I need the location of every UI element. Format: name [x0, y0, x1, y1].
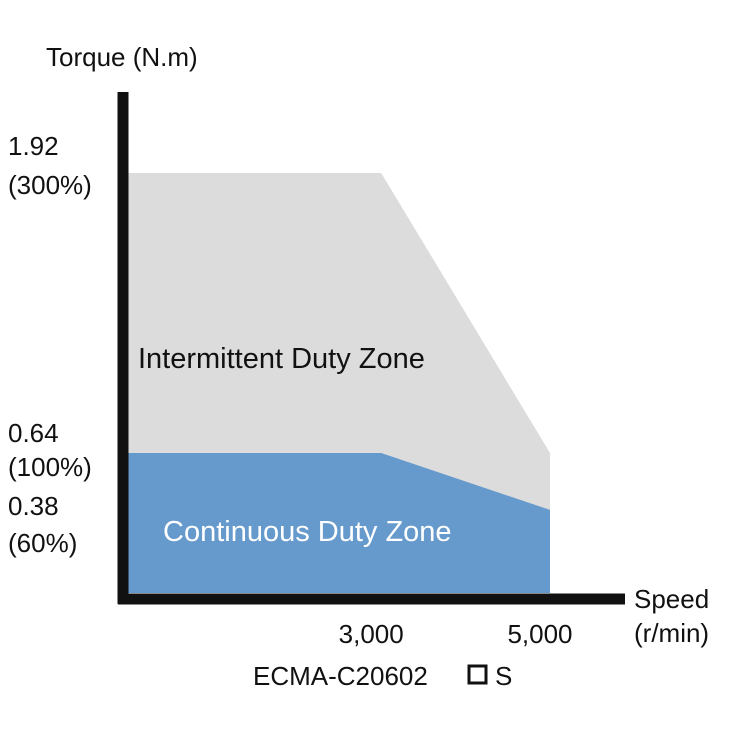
x-tick-label: 5,000: [507, 619, 572, 649]
y-tick-percent: (60%): [8, 528, 77, 558]
x-tick-label: 3,000: [339, 619, 404, 649]
y-tick-labels: 1.92 (300%) 0.64 (100%) 0.38 (60%): [8, 131, 92, 558]
y-tick-value: 1.92: [8, 131, 59, 161]
continuous-zone-label: Continuous Duty Zone: [163, 516, 452, 548]
y-tick-percent: (300%): [8, 170, 92, 200]
x-tick-labels: 3,000 5,000: [339, 619, 573, 649]
x-axis-title-line2: (r/min): [634, 618, 709, 648]
continuous-duty-zone: [128, 453, 550, 593]
intermittent-zone-label: Intermittent Duty Zone: [138, 343, 425, 375]
y-tick-percent: (100%): [8, 452, 92, 482]
zones-layer: [128, 173, 550, 593]
x-axis-title-line1: Speed: [634, 584, 709, 614]
y-tick-value: 0.64: [8, 418, 59, 448]
y-tick-value: 0.38: [8, 491, 59, 521]
x-axis-title: Speed (r/min): [634, 584, 716, 648]
y-axis-title: Torque (N.m): [46, 42, 198, 72]
model-name: ECMA-C20602: [253, 661, 428, 691]
model-square-icon: [467, 664, 488, 685]
model-suffix: S: [495, 661, 512, 691]
